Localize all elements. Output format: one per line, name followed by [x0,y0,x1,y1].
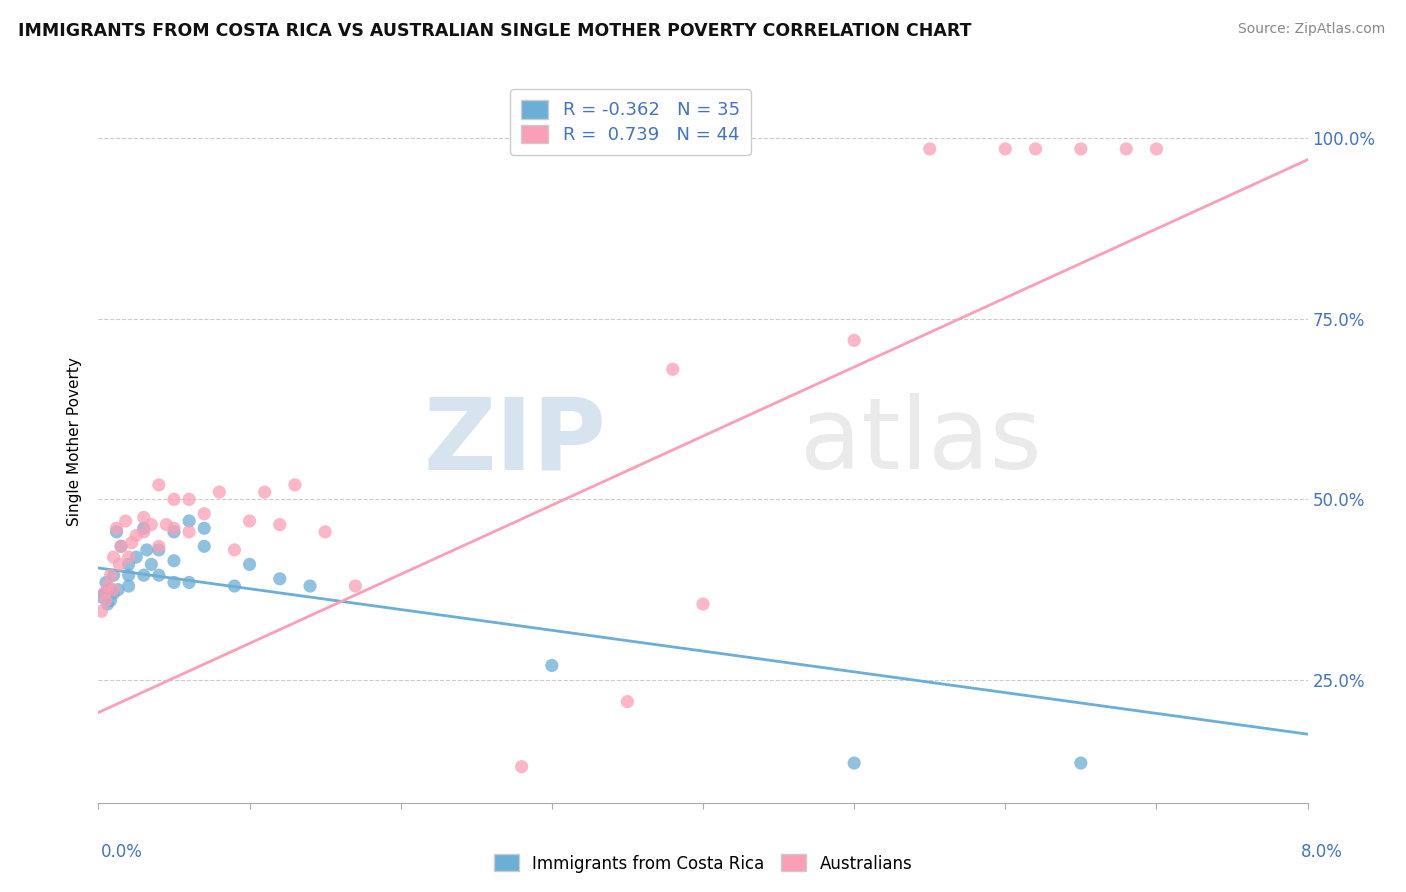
Point [103,568,125,582]
Point [132,510,155,524]
Point [141,517,163,532]
Point [239,558,262,572]
Text: IMMIGRANTS FROM COSTA RICA VS AUSTRALIAN SINGLE MOTHER POVERTY CORRELATION CHART: IMMIGRANTS FROM COSTA RICA VS AUSTRALIAN… [18,22,972,40]
Point [90,590,112,604]
Point [253,485,276,500]
Point [103,582,125,597]
Point [299,579,322,593]
Point [132,521,155,535]
Point [269,572,291,586]
Point [918,142,941,156]
Point [103,550,125,565]
Point [1070,756,1092,770]
Point [125,550,148,565]
Point [344,579,367,593]
Point [239,514,262,528]
Point [103,586,125,600]
Y-axis label: Single Mother Poverty: Single Mother Poverty [67,357,83,526]
Point [163,524,186,539]
Point [135,542,157,557]
Point [179,575,201,590]
Point [93,586,115,600]
Text: 0.0%: 0.0% [101,843,143,861]
Point [148,478,170,492]
Text: ZIP: ZIP [423,393,606,490]
Point [90,604,112,618]
Point [94,575,117,590]
Point [107,582,129,597]
Point [510,760,533,774]
Point [148,542,170,557]
Point [844,756,866,770]
Point [96,579,118,593]
Point [616,695,638,709]
Point [224,579,246,593]
Point [661,362,683,376]
Point [179,524,201,539]
Point [208,485,231,500]
Point [994,142,1017,156]
Point [1146,142,1168,156]
Point [269,517,291,532]
Point [148,568,170,582]
Point [118,568,141,582]
Point [148,539,170,553]
Point [155,517,177,532]
Point [540,658,562,673]
Point [100,568,122,582]
Point [179,492,201,507]
Point [193,521,215,535]
Point [94,593,117,607]
Point [193,507,215,521]
Point [224,542,246,557]
Point [163,575,186,590]
Point [132,524,155,539]
Point [118,579,141,593]
Point [118,558,141,572]
Point [1115,142,1137,156]
Point [125,528,148,542]
Point [1070,142,1092,156]
Point [105,524,128,539]
Point [163,521,186,535]
Point [193,539,215,553]
Point [163,492,186,507]
Point [93,586,115,600]
Point [284,478,307,492]
Legend: Immigrants from Costa Rica, Australians: Immigrants from Costa Rica, Australians [486,847,920,880]
Point [1025,142,1047,156]
Point [692,597,714,611]
Point [110,539,132,553]
Point [114,514,136,528]
Point [98,582,121,597]
Point [108,558,131,572]
Point [844,334,866,348]
Point [105,521,128,535]
Point [121,535,143,549]
Text: atlas: atlas [800,393,1042,490]
Point [179,514,201,528]
Legend: R = -0.362   N = 35, R =  0.739   N = 44: R = -0.362 N = 35, R = 0.739 N = 44 [510,89,751,155]
Point [141,558,163,572]
Text: Source: ZipAtlas.com: Source: ZipAtlas.com [1237,22,1385,37]
Point [118,550,141,565]
Point [163,554,186,568]
Point [100,593,122,607]
Point [96,597,118,611]
Point [110,539,132,553]
Text: 8.0%: 8.0% [1301,843,1343,861]
Point [132,568,155,582]
Point [314,524,336,539]
